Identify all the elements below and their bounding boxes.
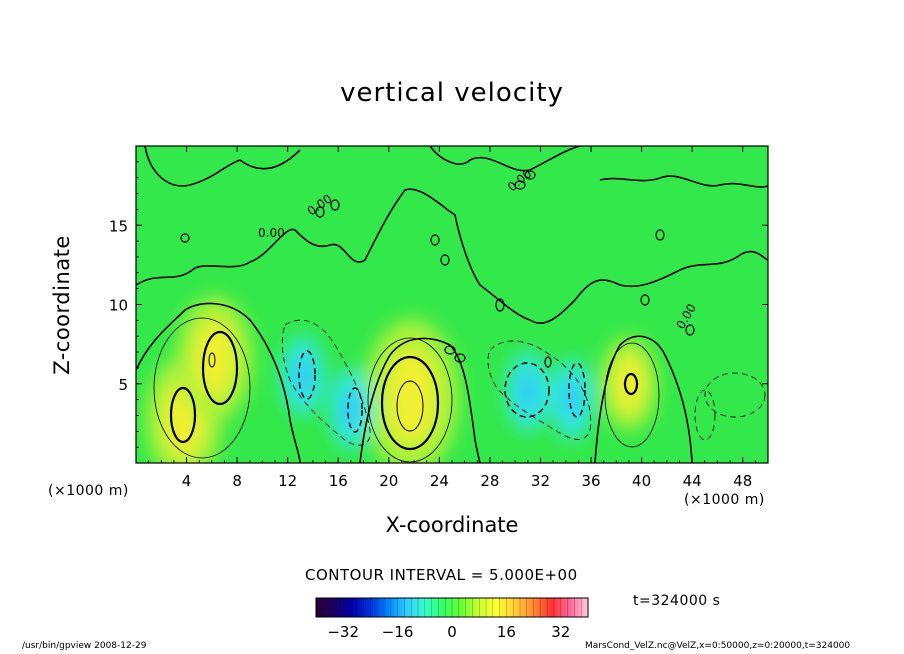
y-ticks: 5 10 15 bbox=[109, 145, 768, 464]
zero-contour-right-flank bbox=[594, 335, 693, 463]
y-axis-unit: (×1000 m) bbox=[48, 483, 129, 499]
x-tick-label: 40 bbox=[632, 472, 651, 490]
downdraft-core-shade-6 bbox=[518, 371, 537, 412]
x-tick-label: 48 bbox=[733, 472, 752, 490]
zero-contour-top bbox=[144, 146, 768, 188]
footer-left: /usr/bin/gpview 2008-12-29 bbox=[22, 641, 147, 651]
updraft-core-shade-3 bbox=[613, 355, 644, 413]
colorbar-tick-label: 16 bbox=[497, 623, 516, 641]
time-label: t=324000 s bbox=[633, 593, 721, 609]
x-tick-label: 36 bbox=[581, 472, 600, 490]
small-zero-cells bbox=[180, 170, 695, 368]
updraft-halo-ab bbox=[153, 317, 251, 459]
updraft-halo-c bbox=[367, 337, 453, 463]
negative-contours bbox=[281, 319, 766, 446]
footer-right: MarsCond_VelZ.nc@VelZ,x=0:50000,z=0:2000… bbox=[585, 641, 851, 651]
x-ticks: 4 8 12 16 20 24 28 32 36 40 44 48 bbox=[135, 146, 769, 490]
x-tick-label: 24 bbox=[430, 472, 449, 490]
colorbar-tick-label: 0 bbox=[447, 623, 457, 641]
x-tick-label: 20 bbox=[379, 472, 398, 490]
updraft-halo-d bbox=[604, 342, 660, 448]
updraft-core-c bbox=[380, 355, 440, 451]
x-tick-label: 8 bbox=[232, 472, 242, 490]
x-axis-unit: (×1000 m) bbox=[684, 492, 765, 508]
updraft-core-shade-1 bbox=[194, 320, 235, 397]
updraft-core-b-inner bbox=[208, 352, 216, 368]
zero-contour-mid-flank bbox=[359, 337, 481, 463]
contour-lines bbox=[136, 146, 768, 463]
colorbar-tick-label: −16 bbox=[382, 623, 414, 641]
colorbar-tick-label: 32 bbox=[551, 623, 570, 641]
updraft-core-a bbox=[169, 386, 197, 444]
chart-title: vertical velocity bbox=[340, 78, 564, 108]
x-tick-label: 12 bbox=[278, 472, 297, 490]
updraft-core-c-inner bbox=[396, 380, 424, 432]
x-tick-label: 44 bbox=[683, 472, 702, 490]
x-tick-label: 32 bbox=[531, 472, 550, 490]
zero-contour-left-flank bbox=[136, 302, 301, 463]
contour-interval-text: CONTOUR INTERVAL = 5.000E+00 bbox=[305, 566, 578, 584]
downdraft-core-shade-7 bbox=[563, 379, 582, 420]
colorbar-tick-label: −32 bbox=[327, 623, 359, 641]
updraft-core-shade-2 bbox=[386, 348, 437, 444]
x-tick-label: 16 bbox=[329, 472, 348, 490]
downdraft-core-shade-4 bbox=[293, 355, 312, 396]
zero-contour-upper bbox=[136, 188, 768, 324]
x-tick-label: 4 bbox=[182, 472, 192, 490]
plot-area: 0.00 0.00 0.00 0.00 bbox=[136, 146, 768, 463]
updraft-core-d bbox=[623, 372, 639, 396]
y-tick-label: 5 bbox=[118, 376, 128, 394]
updraft-core-b bbox=[201, 330, 239, 406]
y-tick-label: 15 bbox=[109, 217, 128, 235]
downdraft-core-shade-5 bbox=[341, 389, 360, 430]
field-shading bbox=[146, 296, 658, 463]
zero-label-a: 0.00 bbox=[258, 226, 285, 240]
y-tick-label: 10 bbox=[109, 297, 128, 315]
colorbar: −32 −16 0 16 32 bbox=[315, 597, 589, 641]
x-tick-label: 28 bbox=[480, 472, 499, 490]
